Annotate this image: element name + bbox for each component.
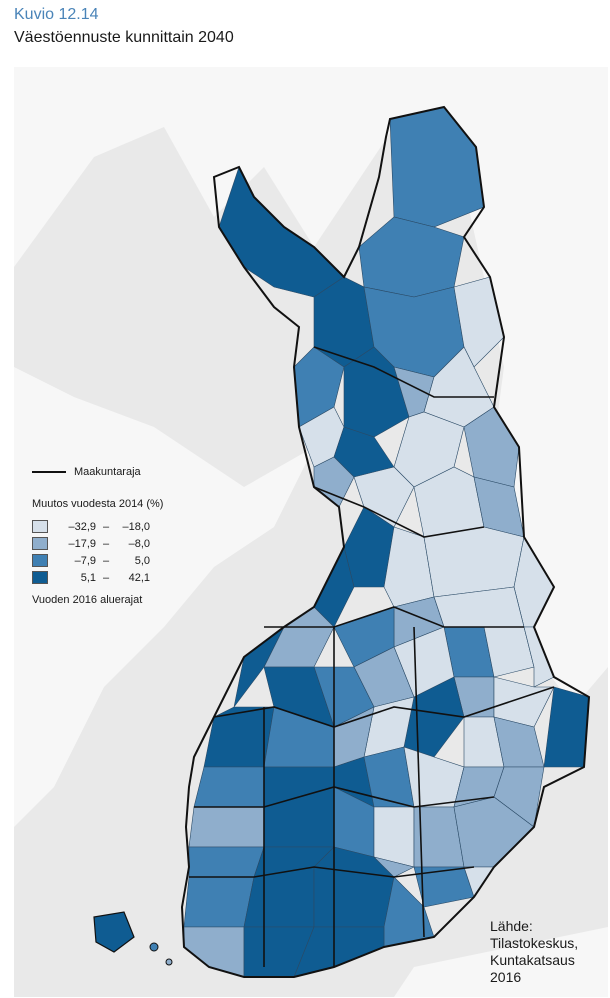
- source-line: Tilastokeskus,: [490, 935, 579, 951]
- map-legend: Maakuntaraja Muutos vuodesta 2014 (%) –3…: [32, 464, 163, 606]
- municipality-region: [188, 806, 265, 848]
- source-credit: Lähde: Tilastokeskus, Kuntakatsaus 2016: [490, 918, 578, 986]
- municipality-region: [523, 626, 555, 688]
- municipality-region: [543, 686, 590, 768]
- source-line: Kuntakatsaus: [490, 952, 575, 968]
- legend-class-item: 5,1– 42,1: [32, 569, 163, 586]
- regional-boundary: [189, 866, 475, 878]
- legend-range-high: 5,0: [134, 554, 150, 567]
- legend-swatch: [32, 537, 48, 550]
- legend-note: Vuoden 2016 aluerajat: [32, 594, 143, 606]
- sweden-land: [14, 367, 314, 827]
- regional-boundary: [264, 606, 524, 628]
- legend-range-high: 42,1: [128, 571, 150, 584]
- figure-label: Kuvio 12.14: [14, 6, 99, 23]
- municipality-region: [183, 926, 245, 978]
- legend-boundary-label: Maakuntaraja: [74, 466, 141, 478]
- legend-heading: Muutos vuodesta 2014 (%): [32, 498, 164, 510]
- neighbouring-land: [14, 67, 608, 707]
- municipality-region: [353, 466, 415, 528]
- municipality-region: [183, 876, 255, 928]
- municipality-region: [373, 806, 415, 868]
- regional-boundary: [313, 346, 494, 398]
- legend-range-high: –8,0: [128, 537, 150, 550]
- island: [165, 958, 173, 966]
- legend-swatch: [32, 520, 48, 533]
- legend-dash: –: [102, 520, 110, 533]
- legend-range-high: –18,0: [122, 520, 150, 533]
- legend-range-low: 5,1: [80, 571, 96, 584]
- municipality-region: [373, 856, 415, 878]
- regional-boundary: [413, 626, 425, 938]
- municipality-region: [493, 676, 555, 728]
- figure-title: Väestöennuste kunnittain 2040: [14, 29, 234, 46]
- finland-outline: [180, 105, 591, 978]
- municipality-region: [193, 766, 265, 808]
- legend-range-low: –7,9: [74, 554, 96, 567]
- island: [149, 942, 159, 952]
- finland-map: [14, 67, 608, 997]
- legend-dash: –: [102, 554, 110, 567]
- legend-range-low: –17,9: [68, 537, 96, 550]
- municipality-region: [188, 846, 265, 878]
- legend-class-item: –17,9– –8,0: [32, 535, 163, 552]
- municipality-region: [358, 216, 465, 298]
- legend-boundary-item: Maakuntaraja: [32, 464, 163, 480]
- estonia-land: [394, 927, 608, 997]
- legend-class-item: –7,9– 5,0: [32, 552, 163, 569]
- municipality-region: [423, 526, 525, 598]
- source-line: 2016: [490, 969, 522, 985]
- map-frame: [14, 67, 608, 997]
- municipality-region: [453, 276, 505, 368]
- legend-class-item: –32,9– –18,0: [32, 518, 163, 535]
- legend-swatch: [32, 571, 48, 584]
- legend-swatch: [32, 554, 48, 567]
- legend-dash: –: [102, 571, 110, 584]
- source-line: Lähde:: [490, 918, 533, 934]
- municipality-region: [463, 406, 520, 488]
- aland-islands: [93, 911, 135, 953]
- regional-boundary: [313, 486, 485, 538]
- municipality-regions: [183, 106, 590, 978]
- legend-dash: –: [102, 537, 110, 550]
- legend-range-low: –32,9: [68, 520, 96, 533]
- boundary-line-swatch: [32, 471, 66, 473]
